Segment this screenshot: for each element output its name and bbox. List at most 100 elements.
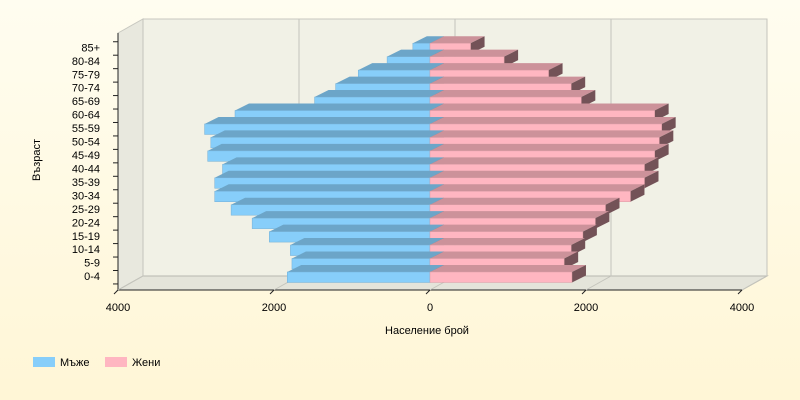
- bar-top: [430, 238, 586, 246]
- bar-top: [358, 63, 444, 71]
- bar-side: [504, 49, 519, 68]
- bar-top: [430, 251, 579, 259]
- bar-side: [659, 130, 674, 148]
- bar-side: [630, 184, 645, 202]
- bar-side: [548, 63, 563, 81]
- bar: [287, 264, 444, 283]
- x-tick: [581, 289, 587, 295]
- y-tick-label: 20-24: [72, 217, 100, 229]
- bar: [429, 49, 519, 68]
- bar-top: [287, 264, 444, 272]
- bar-top: [222, 157, 444, 165]
- bar: [429, 143, 669, 162]
- bar-front: [429, 271, 573, 283]
- bar-top: [430, 211, 610, 219]
- bar-top: [430, 184, 645, 192]
- y-tick-label: 50-54: [72, 137, 100, 149]
- bar: [429, 36, 485, 54]
- y-tick-label: 15-19: [72, 231, 100, 243]
- bar-top: [207, 143, 444, 151]
- bar: [429, 130, 674, 149]
- x-axis-title: Население брой: [385, 325, 469, 337]
- y-tick-label: 10-14: [72, 244, 100, 256]
- bar: [429, 264, 586, 283]
- bar-side: [654, 103, 669, 121]
- grid-line: [117, 19, 144, 291]
- legend-label: Жени: [132, 357, 160, 369]
- y-tick-label: 65-69: [72, 96, 100, 108]
- y-tick-label: 25-29: [72, 204, 100, 216]
- x-tick: [269, 289, 275, 295]
- bar-side: [564, 251, 579, 270]
- bar: [429, 63, 563, 81]
- bar-top: [214, 170, 444, 178]
- x-tick: [737, 289, 743, 295]
- bar-top: [235, 103, 444, 111]
- y-tick-label: 0-4: [84, 271, 100, 283]
- bar-top: [291, 251, 444, 259]
- bar-side: [605, 197, 620, 216]
- y-tick-label: 30-34: [72, 190, 100, 202]
- y-axis-title: Възраст: [31, 139, 43, 181]
- bar-top: [430, 197, 620, 205]
- bar-top: [290, 238, 444, 246]
- bar-side: [581, 90, 596, 108]
- bar-top: [430, 157, 659, 165]
- bar-top: [430, 36, 485, 44]
- bar-side: [654, 143, 669, 162]
- legend-swatch: [105, 357, 127, 367]
- y-tick-label: 35-39: [72, 177, 100, 189]
- left-wall: [117, 18, 144, 291]
- x-tick-label: 4000: [730, 302, 754, 314]
- y-tick-label: 55-59: [72, 123, 100, 135]
- bar: [429, 197, 620, 216]
- bar-side: [644, 157, 659, 175]
- bar-front: [287, 271, 431, 283]
- y-tick-label: 75-79: [72, 69, 100, 81]
- bar-top: [430, 170, 659, 178]
- bar-top: [430, 63, 563, 71]
- bar-side: [571, 238, 586, 256]
- bar-top: [335, 76, 444, 84]
- grid-line: [741, 19, 768, 291]
- bar: [429, 157, 659, 176]
- bar-top: [430, 76, 586, 84]
- bar-top: [314, 90, 444, 98]
- bar-top: [231, 197, 444, 205]
- legend-swatch: [33, 357, 55, 367]
- bar-top: [204, 116, 444, 124]
- bar-top: [430, 103, 669, 111]
- bar-top: [252, 211, 444, 219]
- x-tick: [113, 289, 119, 295]
- x-tick-label: 2000: [262, 302, 286, 314]
- bar-top: [430, 116, 676, 124]
- bar-top: [387, 49, 444, 57]
- bar-side: [595, 211, 610, 229]
- bar-top: [430, 264, 586, 272]
- bar: [429, 76, 586, 95]
- y-tick-label: 45-49: [72, 150, 100, 162]
- bar-side: [470, 36, 485, 54]
- bar-top: [430, 143, 669, 151]
- x-tick: [425, 289, 431, 295]
- y-tick-label: 60-64: [72, 110, 100, 122]
- y-tick-label: 70-74: [72, 83, 100, 95]
- bar-top: [430, 49, 519, 57]
- bar: [429, 238, 586, 256]
- bar-top: [210, 130, 444, 138]
- x-tick-label: 2000: [574, 302, 598, 314]
- y-tick-label: 80-84: [72, 56, 100, 68]
- bar-side: [571, 264, 586, 283]
- bar-top: [430, 90, 596, 98]
- y-tick-label: 40-44: [72, 163, 100, 175]
- bar-top: [214, 184, 444, 192]
- bar-top: [412, 36, 444, 44]
- bar-side: [661, 116, 676, 135]
- x-tick-label: 0: [427, 302, 433, 314]
- bar-side: [582, 224, 597, 243]
- legend-label: Мъже: [60, 357, 90, 369]
- bar-side: [571, 76, 586, 95]
- bar-side: [644, 170, 659, 189]
- bar-top: [430, 130, 674, 138]
